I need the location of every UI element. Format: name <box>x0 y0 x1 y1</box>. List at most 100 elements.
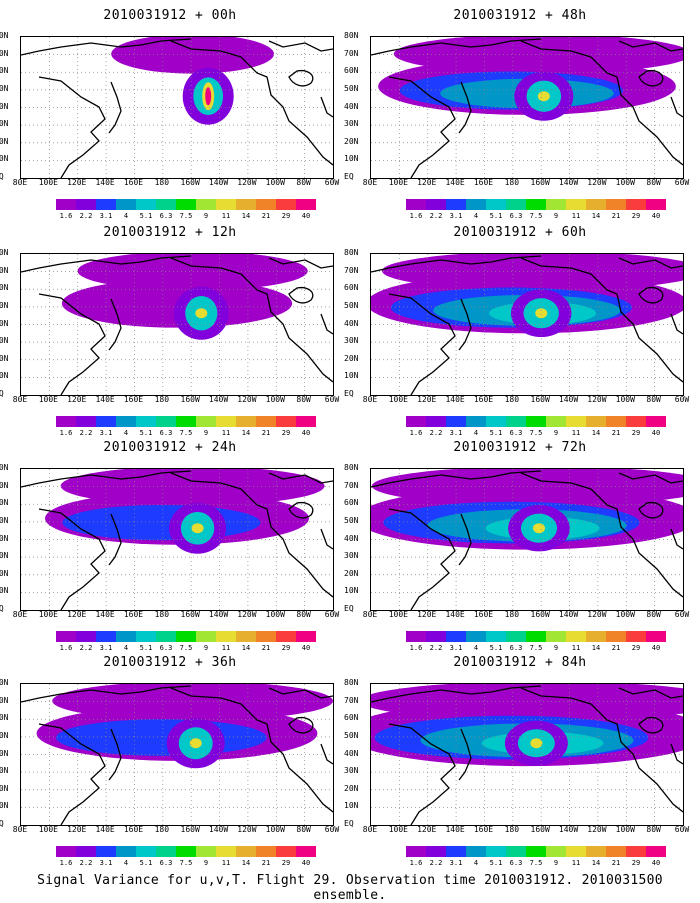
y-tick-label: 50N <box>344 300 359 310</box>
colorbar-swatch <box>646 199 666 210</box>
y-tick-label: 80N <box>344 678 359 687</box>
colorbar-label: 9 <box>203 212 209 220</box>
x-tick-label: 100W <box>615 610 635 619</box>
colorbar-swatch <box>566 846 586 857</box>
colorbar-swatch <box>96 846 116 857</box>
x-tick-label: 60W <box>324 610 340 619</box>
x-tick-label: 140W <box>208 178 229 187</box>
east-coastline <box>320 528 333 550</box>
colorbar-swatch <box>116 416 136 427</box>
colorbar-swatch <box>236 631 256 642</box>
variance-peak <box>530 738 543 749</box>
colorbar-label: 4 <box>123 429 129 437</box>
hudson-bay-coastline <box>288 69 314 87</box>
arctic-coastline <box>618 687 683 699</box>
x-tick-label: 60W <box>674 610 690 619</box>
panel-48h: 2010031912 + 48h 80N 70N 60N 50N 40N 30N 20N 10N… <box>344 8 690 223</box>
y-tick-label: 20N <box>0 568 9 578</box>
asia-north-coastline <box>371 38 542 56</box>
hudson-bay-coastline <box>288 501 314 519</box>
y-tick-label: 60N <box>344 66 359 76</box>
colorbar-label: 5.1 <box>139 212 153 220</box>
colorbar-swatch <box>236 416 256 427</box>
map-plot <box>370 253 684 396</box>
y-tick-label: 80N <box>344 463 359 472</box>
colorbar-label: 3.1 <box>99 644 113 652</box>
y-tick-label: 30N <box>344 336 359 346</box>
colorbar-swatch <box>466 199 486 210</box>
x-tick-label: 140E <box>95 178 115 187</box>
north-america-coastline <box>170 40 333 166</box>
colorbar-swatch <box>56 416 76 427</box>
colorbar-label: 5.1 <box>489 859 503 867</box>
colorbar-label: 21 <box>261 429 271 437</box>
x-tick-label: 140W <box>208 825 229 834</box>
y-tick-label: 10N <box>344 154 359 164</box>
y-tick-label: 20N <box>0 136 9 146</box>
asia-east-coastline <box>388 723 456 825</box>
colorbar-label: 7.5 <box>529 429 543 437</box>
y-tick-label: 70N <box>344 265 359 275</box>
colorbar-label: 21 <box>261 859 271 867</box>
colorbar-label: 4 <box>473 859 479 867</box>
panel-title: 2010031912 + 36h <box>103 655 237 670</box>
colorbar-swatch <box>56 631 76 642</box>
colorbar-label: 40 <box>301 429 311 437</box>
colorbar-label: 29 <box>631 429 641 437</box>
japan-coastline <box>108 81 122 134</box>
colorbar-label: 7.5 <box>179 644 193 652</box>
x-tick-label: 100E <box>388 395 408 404</box>
x-tick-label: 80E <box>12 610 28 619</box>
colorbar-swatch <box>446 631 466 642</box>
x-tick-label: 120E <box>67 825 87 834</box>
x-tick-label: 100W <box>265 825 285 834</box>
japan-coastline <box>458 298 472 351</box>
x-tick-label: 140E <box>95 610 115 619</box>
east-coastline <box>670 96 683 118</box>
colorbar-label: 21 <box>611 212 621 220</box>
asia-east-coastline <box>38 723 106 825</box>
colorbar-swatch <box>296 199 316 210</box>
colorbar-label: 9 <box>203 429 209 437</box>
colorbar-swatch <box>196 631 216 642</box>
x-tick-label: 120W <box>587 178 607 187</box>
arctic-coastline <box>268 687 333 699</box>
x-tick-label: 140E <box>445 395 465 404</box>
colorbar-swatch <box>136 199 156 210</box>
x-tick-label: 100W <box>615 825 635 834</box>
colorbar-label: 4 <box>473 429 479 437</box>
colorbar-swatch <box>116 631 136 642</box>
x-tick-label: 120E <box>67 178 87 187</box>
x-tick-label: 100E <box>388 178 408 187</box>
colorbar-label: 14 <box>591 429 601 437</box>
colorbar <box>406 416 666 427</box>
colorbar-swatch <box>506 199 526 210</box>
colorbar-swatch <box>276 416 296 427</box>
colorbar-label: 11 <box>571 212 581 220</box>
y-tick-label: 10N <box>0 154 9 164</box>
north-america-coastline <box>520 687 683 813</box>
colorbar-swatch <box>426 199 446 210</box>
panel-84h: 2010031912 + 84h 80N 70N 60N 50N 40N 30N 20N 10N… <box>344 655 690 870</box>
colorbar-swatch <box>406 199 426 210</box>
colorbar-swatch <box>406 416 426 427</box>
colorbar-swatch <box>486 631 506 642</box>
colorbar-swatch <box>606 631 626 642</box>
x-tick-label: 100E <box>388 825 408 834</box>
colorbar-label: 3.1 <box>449 859 463 867</box>
x-tick-label: 100E <box>38 178 58 187</box>
x-tick-label: 60W <box>674 178 690 187</box>
colorbar-swatch <box>76 416 96 427</box>
colorbar-swatch <box>606 846 626 857</box>
colorbar-label: 5.1 <box>489 212 503 220</box>
colorbar-label: 2.2 <box>429 859 443 867</box>
colorbar-swatch <box>136 416 156 427</box>
x-tick-label: 140E <box>95 395 115 404</box>
colorbar-swatch <box>426 846 446 857</box>
colorbar-swatch <box>586 416 606 427</box>
x-tick-label: 160W <box>530 395 550 404</box>
y-tick-label: 20N <box>0 783 9 793</box>
y-tick-label: 60N <box>0 66 9 76</box>
colorbar-label: 21 <box>261 212 271 220</box>
x-tick-label: 120W <box>587 610 607 619</box>
